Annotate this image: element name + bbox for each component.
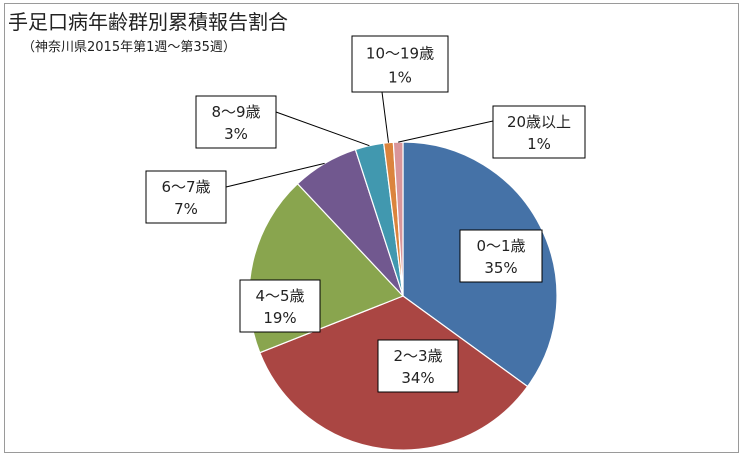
leader-line-6 (398, 120, 494, 143)
data-label-value-5: 1% (388, 68, 412, 86)
data-label-value-0: 35% (484, 259, 517, 277)
leader-line-3 (225, 162, 325, 188)
data-label-category-4: 8〜9歳 (211, 103, 260, 121)
data-label-box-2 (239, 279, 321, 333)
data-label-category-2: 4〜5歳 (255, 287, 304, 305)
data-label-box-5 (351, 35, 449, 93)
data-label-box-3 (145, 170, 227, 224)
data-label-category-5: 10〜19歳 (366, 44, 434, 62)
leader-line-4 (275, 111, 370, 147)
data-label-category-3: 6〜7歳 (161, 178, 210, 196)
data-label-value-4: 3% (224, 125, 248, 143)
data-label-category-6: 20歳以上 (507, 113, 571, 131)
pie-slice-6 (392, 141, 404, 297)
data-label-box-6 (492, 105, 586, 159)
data-label-value-3: 7% (174, 200, 198, 218)
data-label-value-6: 1% (527, 135, 551, 153)
data-label-category-0: 0〜1歳 (476, 237, 525, 255)
data-label-value-1: 34% (401, 369, 434, 387)
data-label-box-4 (195, 95, 277, 149)
data-label-box-0 (459, 229, 543, 283)
chart-title: 手足口病年齢群別累積報告割合 (8, 10, 288, 34)
chart-subtitle: （神奈川県2015年第1週〜第35週） (22, 40, 236, 55)
data-label-category-1: 2〜3歳 (393, 347, 442, 365)
data-label-box-1 (377, 339, 459, 393)
leader-line-5 (381, 91, 389, 143)
data-label-value-2: 19% (263, 309, 296, 327)
